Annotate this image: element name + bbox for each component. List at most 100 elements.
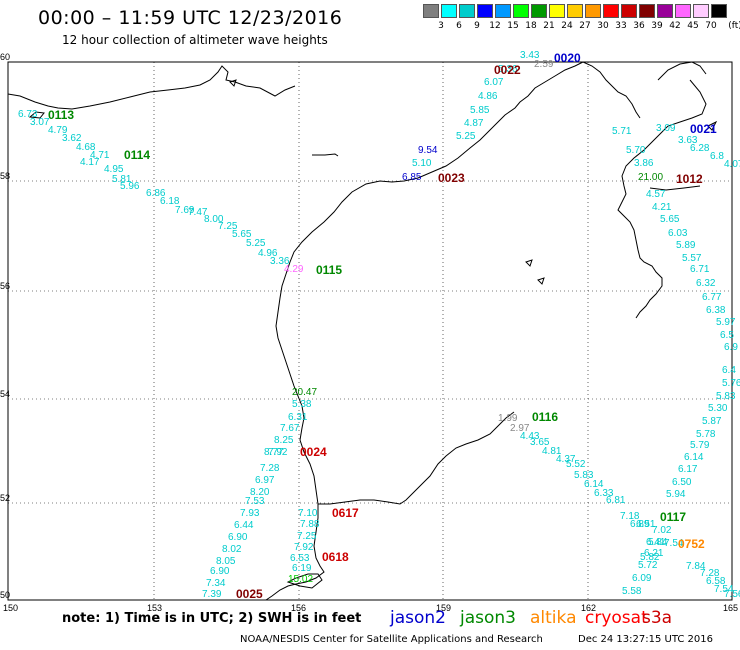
wave-height-value: 6.9 [724, 342, 738, 353]
scale-label: 3 [438, 21, 444, 31]
pass-id: 0021 [690, 122, 717, 136]
x-tick-label: 162 [581, 603, 596, 613]
wave-height-value: 6.21 [644, 548, 664, 559]
wave-height-value: 5.70 [626, 145, 646, 156]
wave-height-value: 5.36 [498, 64, 518, 75]
wave-height-value: 6.86 [146, 188, 166, 199]
wave-height-value: 8.20 [250, 487, 270, 498]
wave-height-value: 4.57 [646, 189, 666, 200]
wave-height-value: 5.84 [648, 537, 668, 548]
wave-height-value: 7.34 [206, 578, 226, 589]
wave-height-value: 20.47 [292, 387, 317, 398]
wave-height-value: 6.19 [292, 563, 312, 574]
scale-swatch [423, 4, 439, 18]
y-tick-label: 52 [0, 493, 10, 503]
scale-swatch [693, 4, 709, 18]
wave-height-value: 5.30 [708, 403, 728, 414]
wave-height-value: 5.94 [666, 489, 686, 500]
scale-swatch [549, 4, 565, 18]
wave-height-value: 6.17 [678, 464, 698, 475]
scale-label: 36 [633, 21, 645, 31]
wave-height-value: 7.02 [652, 525, 672, 536]
scale-label: 15 [507, 21, 519, 31]
wave-height-value: 5.57 [682, 253, 702, 264]
wave-height-value: 5.58 [622, 586, 642, 597]
scale-label: 45 [687, 21, 699, 31]
wave-height-value: 6.77 [702, 292, 722, 303]
wave-height-value: 5.65 [232, 229, 252, 240]
wave-height-value: 6.38 [706, 305, 726, 316]
wave-height-value: 15.02 [288, 574, 313, 585]
wave-height-value: 6.71 [690, 264, 710, 275]
wave-height-value: 6.89 [630, 519, 650, 530]
legend-s3a: s3a [642, 608, 673, 628]
wave-height-value: 6.58 [706, 576, 726, 587]
wave-height-value: 1.99 [498, 413, 518, 424]
wave-height-value: 6.28 [690, 143, 710, 154]
scale-label: 6 [456, 21, 462, 31]
wave-height-value: 8.77 [264, 447, 284, 458]
x-tick-label: 159 [436, 603, 451, 613]
wave-height-value: 7.92 [294, 542, 314, 553]
wave-height-value: 7.84 [686, 561, 706, 572]
wave-height-value: 6.5 [720, 330, 734, 341]
wave-height-value: 6.14 [584, 479, 604, 490]
y-tick-label: 60 [0, 52, 10, 62]
legend-jason2: jason2 [390, 608, 446, 628]
wave-height-value: 6.53 [290, 553, 310, 564]
wave-height-value: 6.97 [255, 475, 275, 486]
wave-height-value: 7.56 [724, 589, 740, 600]
wave-height-value: 6.73 [18, 109, 38, 120]
wave-height-value: 5.83 [574, 470, 594, 481]
scale-swatch [513, 4, 529, 18]
wave-height-value: 8.05 [216, 556, 236, 567]
wave-height-value: 5.25 [246, 238, 266, 249]
wave-height-value: 5.89 [676, 240, 696, 251]
wave-height-value: 3.63 [678, 135, 698, 146]
wave-height-value: 7.28 [260, 463, 280, 474]
chart-subtitle: 12 hour collection of altimeter wave hei… [62, 33, 328, 47]
wave-height-value: 5.52 [566, 459, 586, 470]
wave-height-value: 7.53 [245, 496, 265, 507]
wave-height-value: 6.18 [160, 196, 180, 207]
wave-height-value: 4.87 [464, 118, 484, 129]
x-tick-label: 153 [147, 603, 162, 613]
scale-swatch [657, 4, 673, 18]
wave-height-value: 6.07 [484, 77, 504, 88]
wave-height-value: 5.65 [660, 214, 680, 225]
wave-height-value: 6.44 [234, 520, 254, 531]
wave-height-value: 5.83 [716, 391, 736, 402]
wave-height-value: 4.43 [520, 431, 540, 442]
wave-height-value: 6.33 [594, 488, 614, 499]
wave-height-value: 5.78 [696, 429, 716, 440]
scale-label: 18 [525, 21, 537, 31]
wave-height-value: 7.54 [664, 538, 684, 549]
wave-height-value: 7.28 [700, 568, 720, 579]
pass-id: 0618 [322, 550, 349, 564]
wave-height-value: 5.76 [722, 378, 740, 389]
scale-swatch [639, 4, 655, 18]
wave-height-value: 4.29 [284, 264, 304, 275]
wave-height-value: 3.36 [270, 256, 290, 267]
wave-height-value: 6.51 [636, 519, 656, 530]
wave-height-value: 6.81 [606, 495, 626, 506]
wave-height-value: 5.82 [640, 552, 660, 563]
pass-id: 0114 [124, 148, 150, 162]
pass-id: 0113 [48, 108, 74, 122]
wave-height-value: 4.81 [542, 446, 562, 457]
wave-height-value: 4.71 [90, 150, 110, 161]
wave-height-value: 4.96 [258, 248, 278, 259]
wave-height-value: 4.21 [652, 202, 672, 213]
wave-height-value: 5.10 [412, 158, 432, 169]
chart-title: 00:00 – 11:59 UTC 12/23/2016 [38, 7, 343, 29]
x-tick-label: 156 [291, 603, 306, 613]
wave-height-value: 7.25 [297, 531, 317, 542]
wave-height-value: 2.59 [534, 59, 554, 70]
wave-height-value: 5.85 [470, 105, 490, 116]
wave-height-value: 7.47 [188, 207, 208, 218]
scale-swatch [567, 4, 583, 18]
pass-id: 0117 [660, 510, 686, 524]
wave-height-value: 4.68 [76, 142, 96, 153]
wave-height-value: 3.65 [530, 437, 550, 448]
